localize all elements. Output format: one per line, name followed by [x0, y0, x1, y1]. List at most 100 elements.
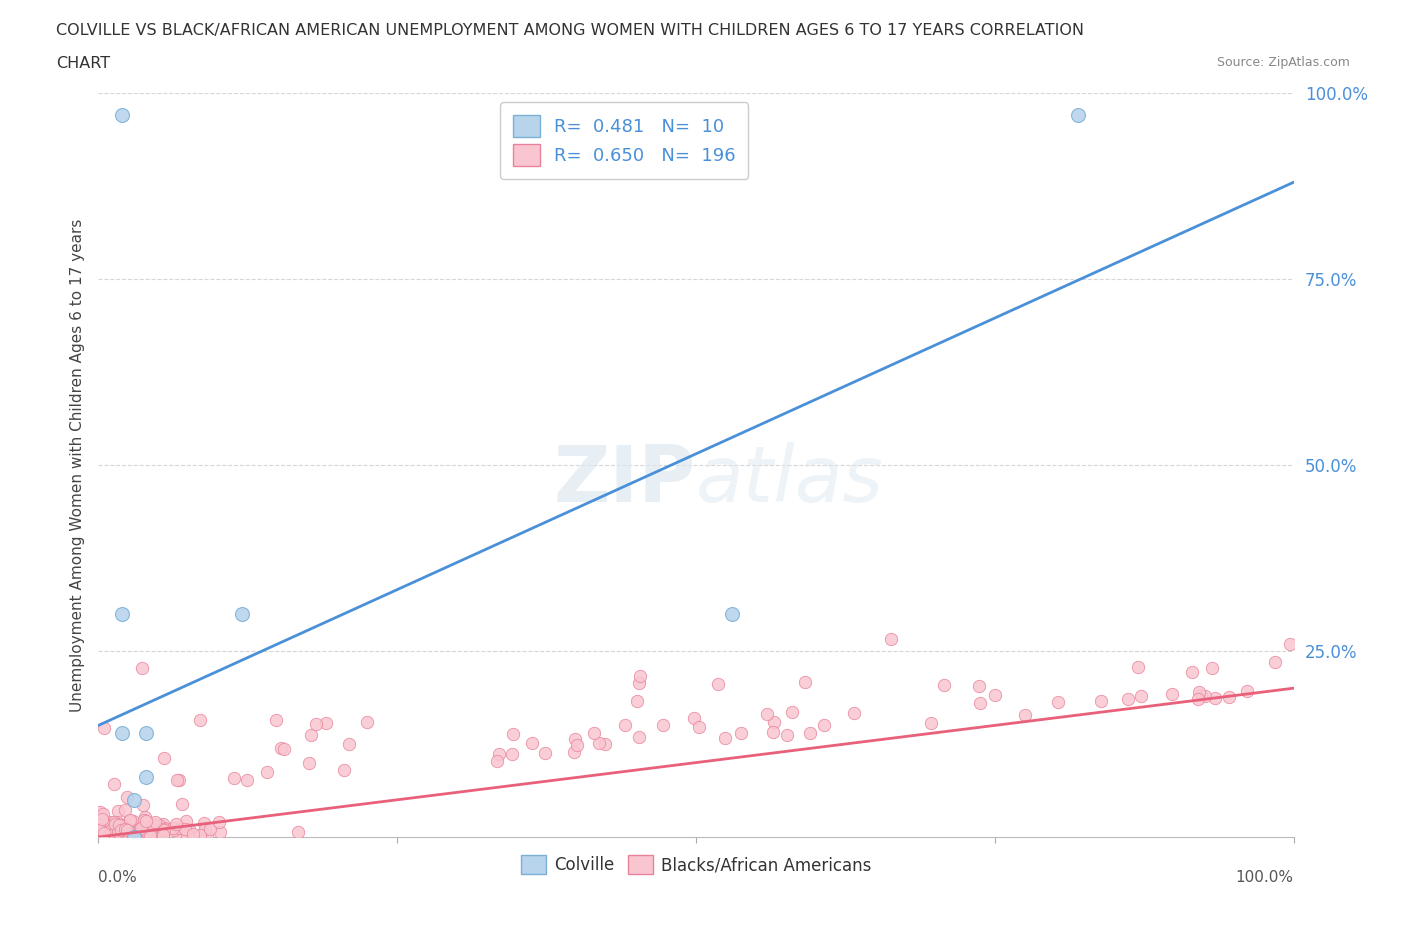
Point: [932, 678, 955, 693]
Point: [150, 822, 173, 837]
Point: [967, 679, 990, 694]
Text: CHART: CHART: [56, 56, 110, 71]
Point: [89, 804, 111, 819]
Point: [142, 826, 165, 841]
Point: [1189, 687, 1212, 702]
Point: [1160, 686, 1182, 701]
Point: [222, 771, 245, 786]
Point: [762, 724, 785, 739]
Point: [118, 829, 141, 844]
Point: [256, 765, 278, 780]
Point: [1090, 693, 1112, 708]
Point: [110, 819, 132, 834]
Point: [1067, 108, 1090, 123]
Point: [356, 714, 378, 729]
Point: [124, 830, 146, 844]
Point: [135, 826, 157, 841]
Point: [166, 772, 188, 787]
Point: [93, 721, 115, 736]
Point: [122, 829, 145, 844]
Point: [1129, 688, 1152, 703]
Point: [208, 825, 231, 840]
Point: [98, 823, 121, 838]
Point: [103, 777, 125, 791]
Point: [1204, 691, 1226, 706]
Point: [167, 830, 190, 844]
Point: [90, 829, 112, 844]
Point: [94, 829, 117, 844]
Point: [100, 818, 122, 833]
Point: [1014, 708, 1036, 723]
Point: [107, 804, 129, 818]
Point: [337, 737, 360, 751]
Point: [135, 725, 157, 740]
Point: [115, 790, 138, 804]
Point: [794, 674, 817, 689]
Point: [136, 824, 159, 839]
Text: 100.0%: 100.0%: [1236, 870, 1294, 885]
Point: [141, 817, 163, 832]
Point: [89, 812, 111, 827]
Point: [118, 824, 141, 839]
Point: [595, 737, 617, 751]
Point: [1118, 692, 1140, 707]
Point: [121, 814, 143, 829]
Point: [98, 828, 121, 843]
Point: [152, 828, 174, 843]
Point: [129, 829, 152, 844]
Point: [135, 823, 157, 838]
Point: [193, 815, 215, 830]
Point: [93, 828, 115, 843]
Point: [714, 730, 737, 745]
Point: [628, 669, 651, 684]
Point: [97, 822, 120, 837]
Point: [118, 822, 141, 837]
Point: [110, 823, 132, 838]
Point: [152, 820, 174, 835]
Point: [143, 822, 166, 837]
Point: [177, 821, 200, 836]
Text: 0.0%: 0.0%: [98, 870, 138, 885]
Point: [107, 825, 129, 840]
Point: [107, 829, 129, 844]
Point: [165, 817, 187, 831]
Point: [1181, 664, 1204, 679]
Point: [120, 814, 142, 829]
Point: [485, 753, 508, 768]
Point: [315, 715, 337, 730]
Point: [112, 828, 135, 843]
Point: [135, 770, 157, 785]
Text: ZIP: ZIP: [554, 442, 696, 518]
Point: [190, 712, 212, 727]
Point: [98, 825, 121, 840]
Point: [91, 806, 114, 821]
Point: [101, 829, 124, 844]
Point: [139, 828, 162, 843]
Point: [582, 725, 605, 740]
Point: [628, 729, 651, 744]
Point: [127, 827, 149, 842]
Point: [135, 814, 157, 829]
Point: [131, 661, 153, 676]
Point: [502, 726, 524, 741]
Point: [194, 821, 217, 836]
Point: [880, 631, 903, 646]
Point: [153, 823, 176, 838]
Point: [920, 715, 942, 730]
Point: [108, 825, 131, 840]
Point: [110, 817, 132, 832]
Point: [567, 737, 589, 752]
Point: [111, 725, 134, 740]
Point: [101, 829, 124, 844]
Point: [150, 829, 173, 844]
Point: [111, 606, 134, 621]
Point: [651, 717, 673, 732]
Point: [96, 829, 118, 844]
Point: [114, 803, 136, 817]
Point: [776, 728, 799, 743]
Point: [90, 827, 112, 842]
Point: [104, 817, 127, 831]
Point: [1187, 692, 1209, 707]
Point: [1194, 689, 1216, 704]
Text: atlas: atlas: [696, 442, 884, 518]
